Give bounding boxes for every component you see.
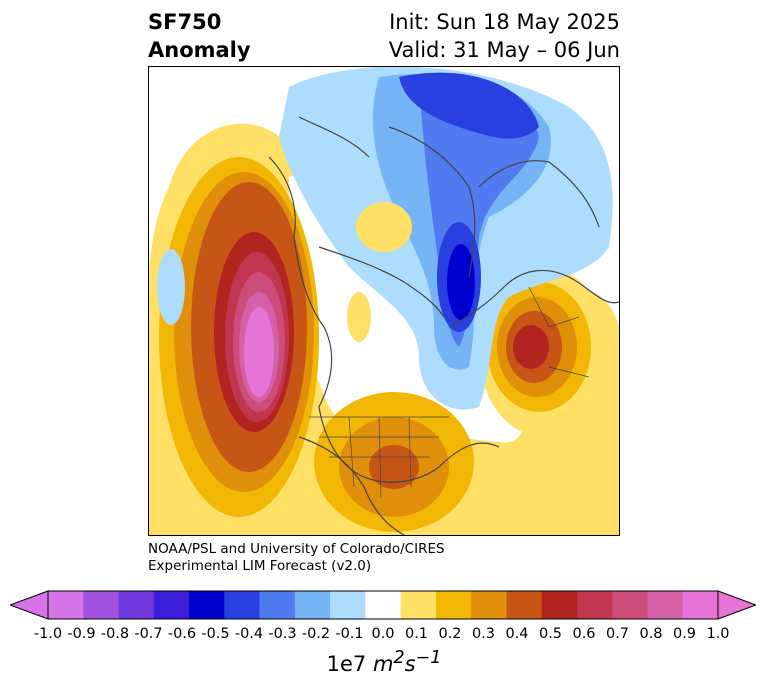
colorbar-cell	[612, 591, 648, 619]
colorbar-tick-label: -0.1	[335, 626, 364, 642]
units-m: m	[372, 652, 394, 676]
colorbar-ticks: -1.0 -0.9 -0.8 -0.7 -0.6 -0.5 -0.4 -0.3 -0.2 -0.1…	[0, 626, 768, 646]
colorbar-cell	[48, 591, 84, 619]
state-borders	[309, 286, 590, 498]
units-exp-s: −1	[415, 648, 442, 668]
colorbar-tick-label: -0.7	[134, 626, 163, 642]
colorbar-tick-label: -0.3	[268, 626, 297, 642]
colorbar-cell	[471, 591, 507, 619]
variable-title: SF750	[148, 10, 222, 34]
anomaly-map	[148, 66, 620, 536]
colorbar-tick-label: 0.2	[438, 626, 462, 642]
colorbar-over-arrow	[717, 590, 756, 620]
colorbar-tick-label: -0.9	[67, 626, 96, 642]
colorbar-cell	[153, 591, 190, 619]
colorbar-tick-label: -0.2	[301, 626, 331, 642]
colorbar-tick-label: 0.9	[672, 626, 697, 642]
colorbar-cell	[647, 591, 684, 619]
credit-line-2: Experimental LIM Forecast (v2.0)	[148, 558, 372, 574]
colorbar-cell	[682, 591, 719, 619]
colorbar-tick-label: 0.5	[538, 626, 563, 642]
title-right: Init: Sun 18 May 2025 Valid: 31 May – 06…	[389, 8, 620, 64]
colorbar-tick-label: 0.1	[404, 626, 429, 642]
colorbar-cell	[294, 591, 331, 619]
colorbar-cell	[435, 591, 472, 619]
colorbar-cell	[224, 591, 261, 619]
colorbar-tick-label: 0.3	[471, 626, 496, 642]
units-s: s	[404, 652, 416, 676]
colorbar-tick-label: -1.0	[33, 626, 63, 642]
contour-eu-05	[513, 325, 549, 369]
colorbar	[10, 590, 756, 620]
colorbar-tick-label: 0.7	[605, 626, 630, 642]
contour-arctic-top	[399, 72, 539, 139]
anomaly-title: Anomaly	[148, 38, 251, 62]
units-exp-m: 2	[393, 648, 405, 668]
credit: NOAA/PSL and University of Colorado/CIRE…	[148, 541, 445, 575]
colorbar-cell	[83, 591, 120, 619]
contour-pac-10	[244, 307, 274, 397]
contour-west-neg	[157, 249, 185, 325]
colorbar-under-arrow	[10, 590, 49, 620]
coastlines	[268, 116, 619, 535]
colorbar-cell	[189, 591, 225, 619]
colorbar-cell	[541, 591, 578, 619]
valid-range: Valid: 31 May – 06 Jun	[388, 38, 620, 62]
colorbar-tick-label: 0.8	[639, 626, 663, 642]
colorbar-frame	[47, 590, 719, 620]
colorbar-cell	[365, 591, 402, 619]
credit-line-1: NOAA/PSL and University of Colorado/CIRE…	[148, 541, 445, 557]
contour-siberia-pos	[347, 292, 371, 342]
contour-atl-05	[447, 244, 475, 320]
colorbar-cell	[576, 591, 613, 619]
colorbar-tick-label: -0.6	[167, 626, 197, 642]
colorbar-cell	[259, 591, 296, 619]
colorbar-tick-label: 0.4	[505, 626, 529, 642]
units-scale: 1e7	[326, 652, 367, 676]
colorbar-tick-label: -0.5	[201, 626, 230, 642]
colorbar-tick-label: -0.8	[100, 626, 130, 642]
colorbar-tick-label: 0.0	[371, 626, 395, 642]
colorbar-tick-label: -0.4	[234, 626, 264, 642]
colorbar-cell	[506, 591, 543, 619]
colorbar-cell	[330, 591, 366, 619]
colorbar-tick-label: 0.6	[572, 626, 596, 642]
title-left: SF750 Anomaly	[148, 8, 251, 64]
contour-us-04	[369, 445, 419, 489]
colorbar-tick-label: 1.0	[706, 626, 730, 642]
colorbar-cell	[400, 591, 437, 619]
init-date: Init: Sun 18 May 2025	[389, 10, 620, 34]
map-svg	[149, 67, 619, 535]
colorbar-units: 1e7 m2s−1	[0, 648, 768, 676]
colorbar-cell	[118, 591, 155, 619]
contour-arctic-pos	[356, 202, 412, 252]
